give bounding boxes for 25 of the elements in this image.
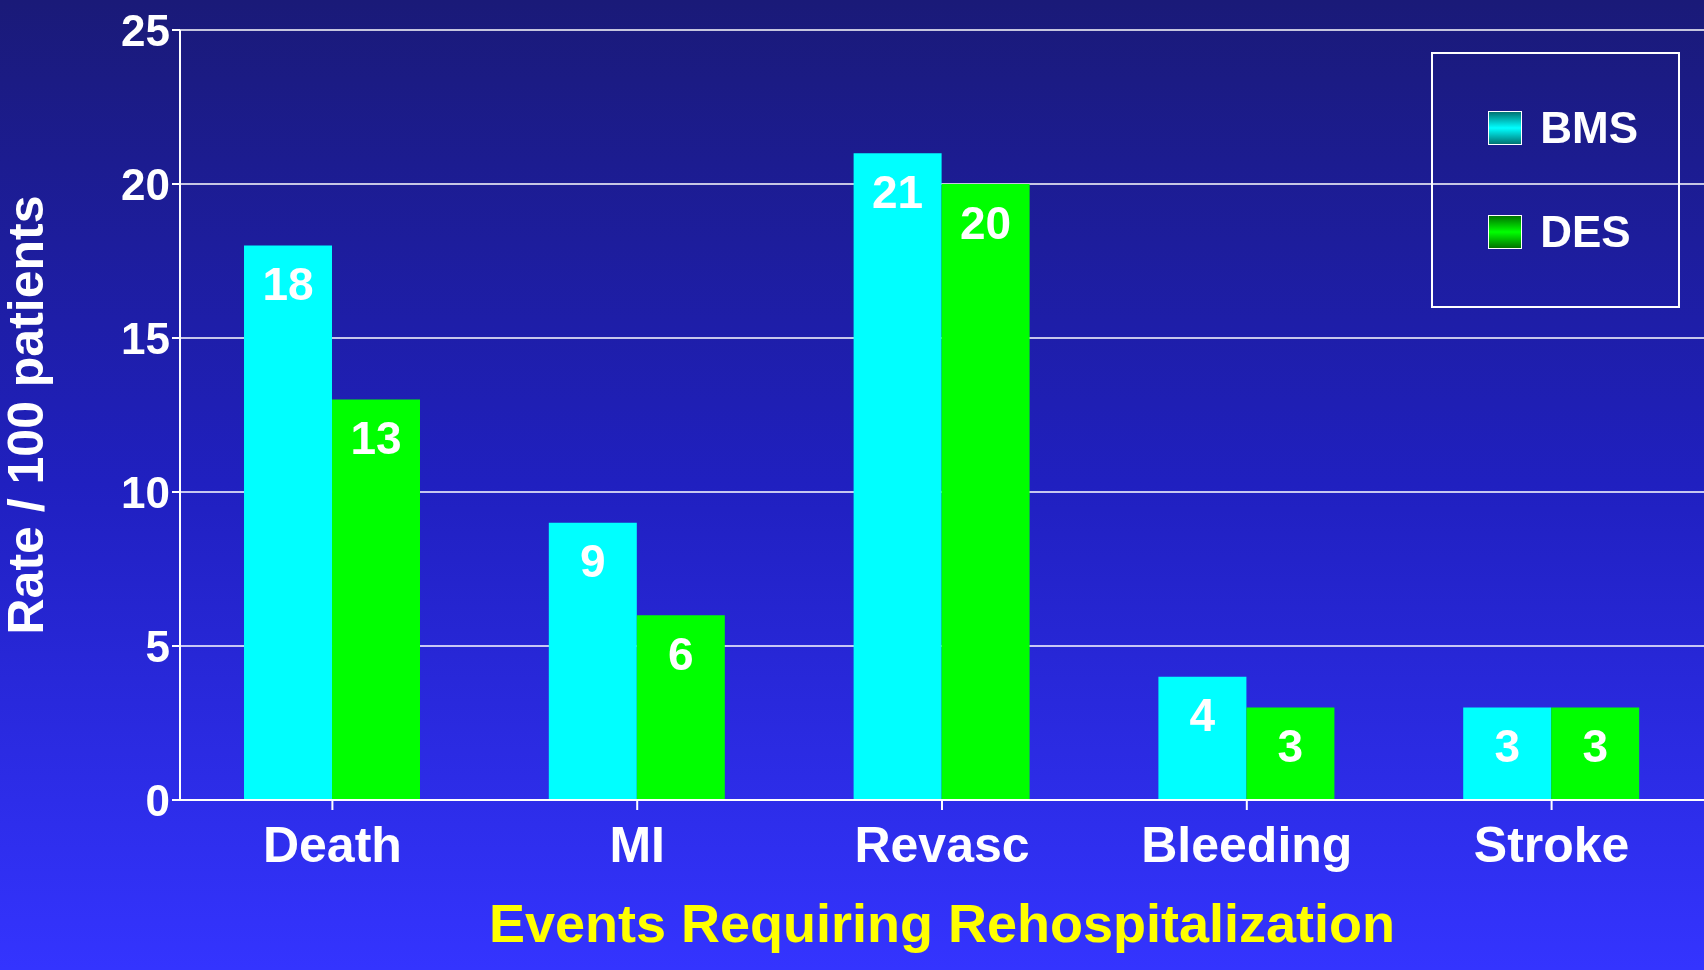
y-tick-label: 0: [145, 775, 170, 825]
data-label: 18: [262, 258, 314, 311]
legend-label: DES: [1540, 207, 1631, 257]
data-label: 3: [1494, 720, 1520, 773]
data-label: 21: [872, 165, 924, 218]
x-tick-label: Stroke: [1473, 816, 1630, 873]
data-label: 4: [1189, 689, 1216, 742]
data-label: 20: [960, 196, 1012, 249]
data-label: 3: [1582, 720, 1608, 773]
y-tick-label: 5: [145, 621, 170, 671]
x-tick-label: Revasc: [854, 816, 1030, 873]
y-tick-label: 10: [121, 467, 170, 517]
data-label: 3: [1277, 720, 1304, 773]
data-label: 9: [580, 535, 606, 588]
x-axis-title: Events Requiring Rehospitalization: [488, 893, 1396, 953]
x-tick-label: MI: [609, 816, 665, 873]
x-tick-label: Death: [262, 816, 402, 873]
legend-label: BMS: [1540, 103, 1638, 153]
data-label: 13: [350, 412, 402, 465]
data-label: 6: [668, 627, 694, 680]
y-tick-label: 20: [121, 159, 170, 209]
y-tick-label: 25: [121, 5, 170, 55]
x-tick-label: Bleeding: [1141, 816, 1353, 873]
y-axis-title: Rate / 100 patients: [0, 195, 54, 635]
y-tick-label: 15: [121, 313, 170, 363]
